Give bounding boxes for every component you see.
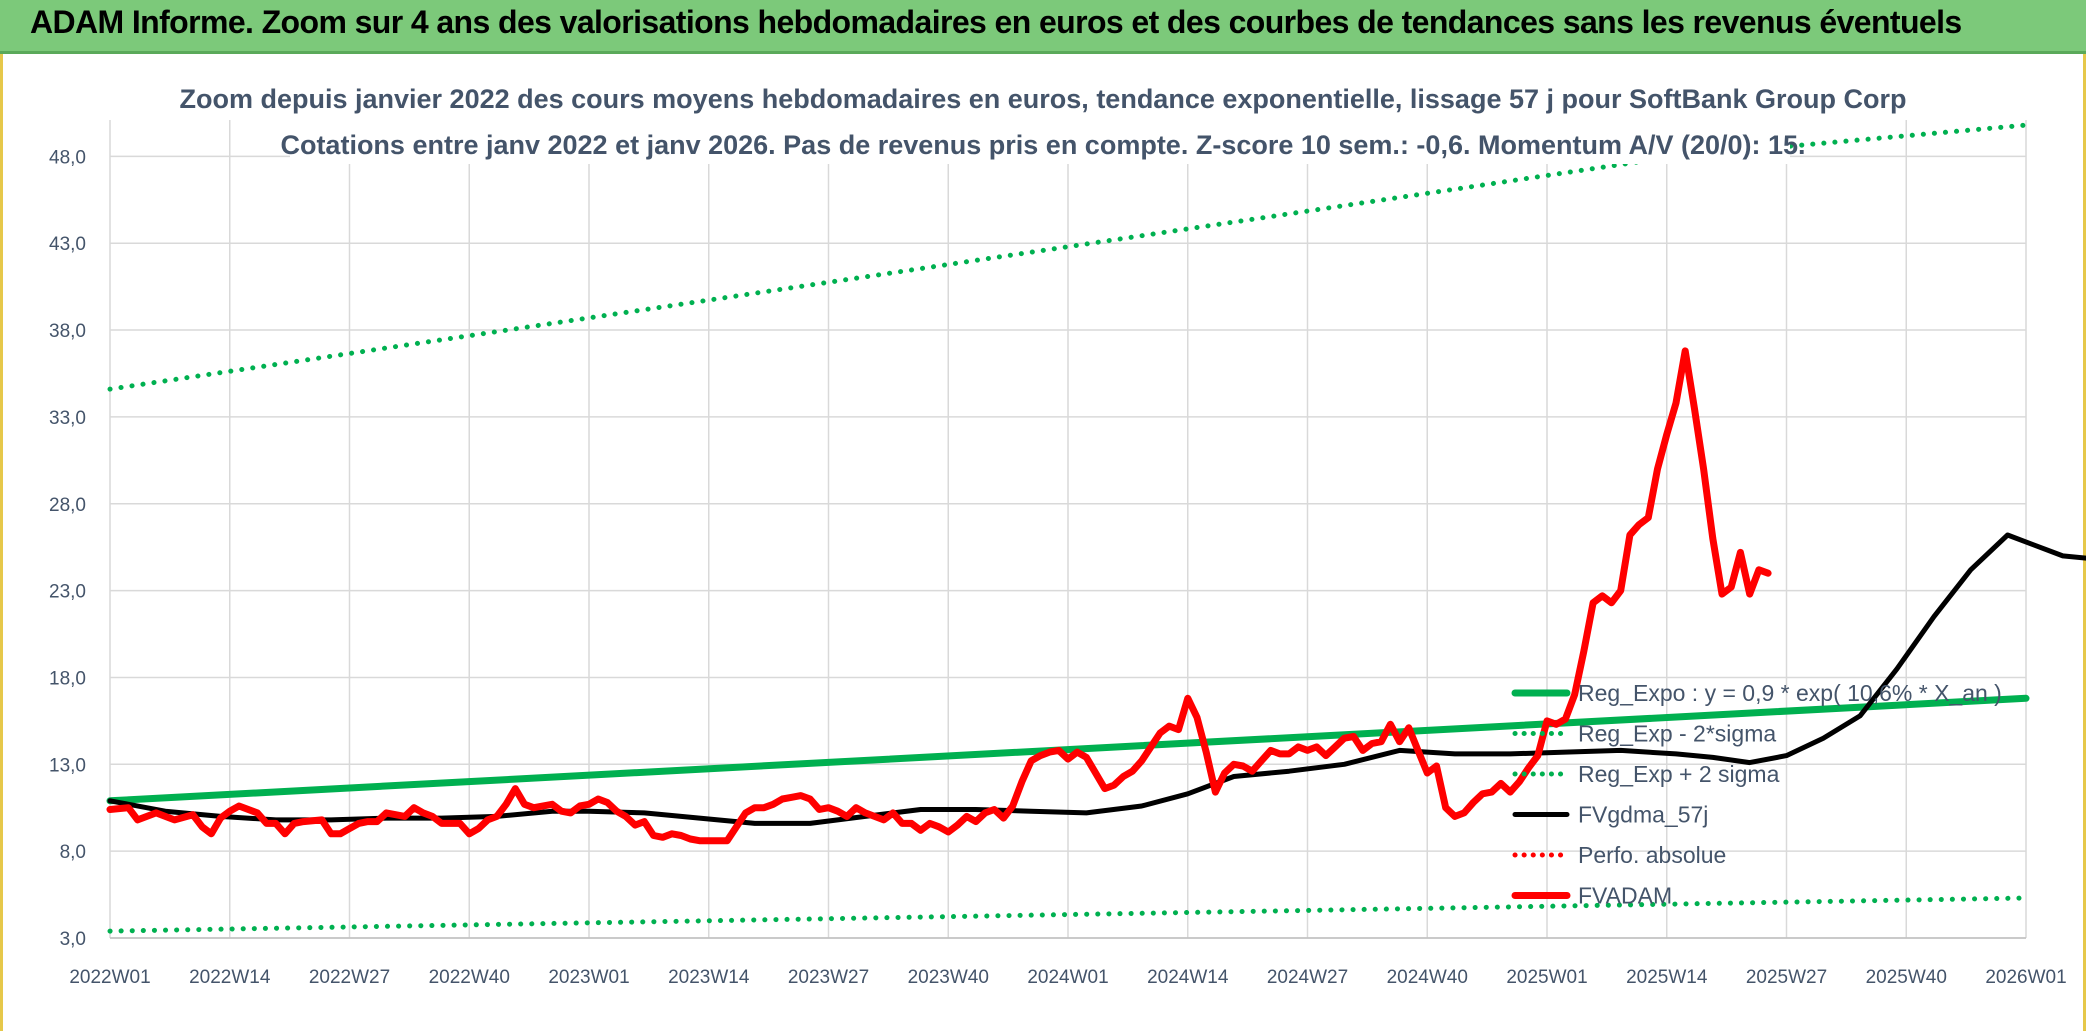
x-tick-label: 2026W01 (1985, 967, 2066, 988)
report-banner-title: ADAM Informe. Zoom sur 4 ans des valoris… (30, 4, 1962, 40)
chart-title-group: Zoom depuis janvier 2022 des cours moyen… (180, 68, 1907, 164)
legend-label: FVADAM (1578, 883, 1672, 909)
x-tick-label: 2022W40 (429, 967, 510, 988)
x-tick-label: 2025W27 (1746, 967, 1827, 988)
chart-series (106, 122, 2086, 934)
chart-title-line: Zoom depuis janvier 2022 des cours moyen… (180, 84, 1907, 114)
series-line-5 (106, 347, 1772, 845)
legend-label: Perfo. absolue (1578, 842, 1726, 868)
series-line-0 (106, 694, 2030, 805)
y-axis-ticks: 3,0 8,0 13,0 18,0 23,0 28,0 33,0 38,0 43,0 48,0 (49, 147, 86, 950)
x-tick-label: 2024W14 (1147, 967, 1229, 988)
y-tick-label: 43,0 (49, 234, 86, 255)
y-tick-label: 8,0 (60, 842, 86, 863)
x-tick-label: 2023W14 (668, 967, 750, 988)
x-tick-label: 2025W14 (1626, 967, 1708, 988)
x-tick-label: 2023W01 (548, 967, 629, 988)
x-tick-label: 2025W01 (1506, 967, 1587, 988)
y-tick-label: 3,0 (60, 929, 86, 950)
x-axis-ticks: 2022W01 2022W14 2022W27 2022W40 2023W01 2023W… (69, 967, 2066, 988)
legend-label: Reg_Expo : y = 0,9 * exp( 10,6% * X_an ) (1578, 680, 2002, 706)
y-tick-label: 18,0 (49, 668, 86, 689)
x-tick-label: 2022W14 (189, 967, 271, 988)
x-tick-label: 2024W27 (1267, 967, 1348, 988)
y-tick-label: 48,0 (49, 147, 86, 168)
x-tick-label: 2024W01 (1027, 967, 1108, 988)
x-tick-label: 2023W40 (908, 967, 989, 988)
x-tick-label: 2025W40 (1866, 967, 1947, 988)
report-banner: ADAM Informe. Zoom sur 4 ans des valoris… (0, 0, 2086, 54)
chart-legend: Reg_Expo : y = 0,9 * exp( 10,6% * X_an )… (1511, 680, 2002, 909)
chart-title-background (290, 68, 1790, 164)
x-tick-label: 2024W40 (1387, 967, 1468, 988)
y-tick-label: 33,0 (49, 408, 86, 429)
legend-label: FVgdma_57j (1578, 802, 1708, 828)
x-tick-label: 2022W01 (69, 967, 150, 988)
chart-gridlines (109, 120, 2027, 939)
y-tick-label: 38,0 (49, 321, 86, 342)
legend-label: Reg_Exp - 2*sigma (1578, 721, 1776, 747)
series-line-1 (107, 895, 2029, 934)
y-tick-label: 28,0 (49, 495, 86, 516)
y-tick-label: 13,0 (49, 755, 86, 776)
y-tick-label: 23,0 (49, 582, 86, 603)
series-line-3 (107, 532, 2086, 826)
x-tick-label: 2023W27 (788, 967, 869, 988)
chart-title-line: Cotations entre janv 2022 et janv 2026. … (280, 130, 1805, 160)
x-tick-label: 2022W27 (309, 967, 390, 988)
legend-label: Reg_Exp + 2 sigma (1578, 761, 1780, 787)
